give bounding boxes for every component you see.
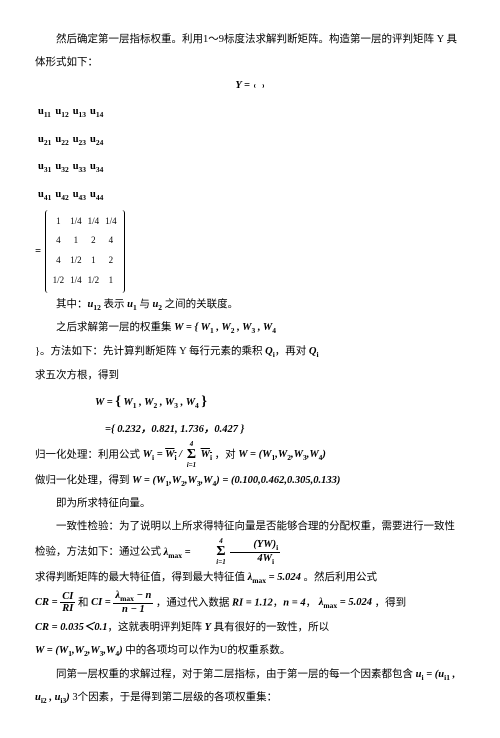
- para-13: W = (W1,W2,W3,W4) 中的各项均可以作为U的权重系数。: [35, 639, 465, 663]
- weight-set-2: ={ 0.232，0.821, 1.736，0.427 }: [35, 418, 465, 441]
- para-5: 求五次方根，得到: [35, 364, 465, 387]
- matrix-right: 11/41/41/4 4124 41/212 1/21/41/21: [50, 212, 120, 291]
- para-9: 一致性检验：为了说明以上所求得特征向量是否能够合理的分配权重，需要进行一致性检验…: [35, 515, 465, 566]
- para-6: 归一化处理：利用公式 Wi = Wi / 4Σi=1 Wi ，对 W = (W1…: [35, 441, 465, 469]
- para-10: 求得判断矩阵的最大特征值，得到最大特征值 λmax = 5.024 。然后利用公…: [35, 566, 465, 590]
- para-12: CR = 0.035＜0.1，这就表明评判矩阵 Y 具有很好的一致性，所以: [35, 616, 465, 639]
- para-2: 其中：u12 表示 u1 与 u2 之间的关联度。: [35, 293, 465, 317]
- weight-set-1: W = { W1 , W2 , W3 , W4 }: [35, 387, 465, 418]
- para-8: 即为所求特征向量。: [35, 492, 465, 515]
- matrix-left: u11u12u13u14 u21u22u23u24 u31u32u33u34 u…: [35, 97, 106, 209]
- para-14: 同第一层权重的求解过程，对于第二层指标，由于第一层的每一个因素都包含 ui = …: [35, 663, 465, 710]
- para-11: CR = CIRI 和 CI = λmax − nn − 1 ，通过代入数据 R…: [35, 590, 465, 616]
- para-7: 做归一化处理，得到 W = (W1,W2,W3,W4) = (0.100,0.4…: [35, 469, 465, 493]
- para-3: 之后求解第一层的权重集 W = { W1 , W2 , W3 , W4: [35, 316, 465, 340]
- para-4: }。方法如下：先计算判断矩阵 Y 每行元素的乘积 Qi，再对 Qi: [35, 340, 465, 364]
- para-1: 然后确定第一层指标权重。利用1～9标度法求解判断矩阵。构造第一层的评判矩阵 Y …: [35, 28, 465, 74]
- w-norm-values: = (0.100,0.462,0.305,0.133): [220, 475, 341, 486]
- matrix-equation: Y =: [35, 74, 465, 97]
